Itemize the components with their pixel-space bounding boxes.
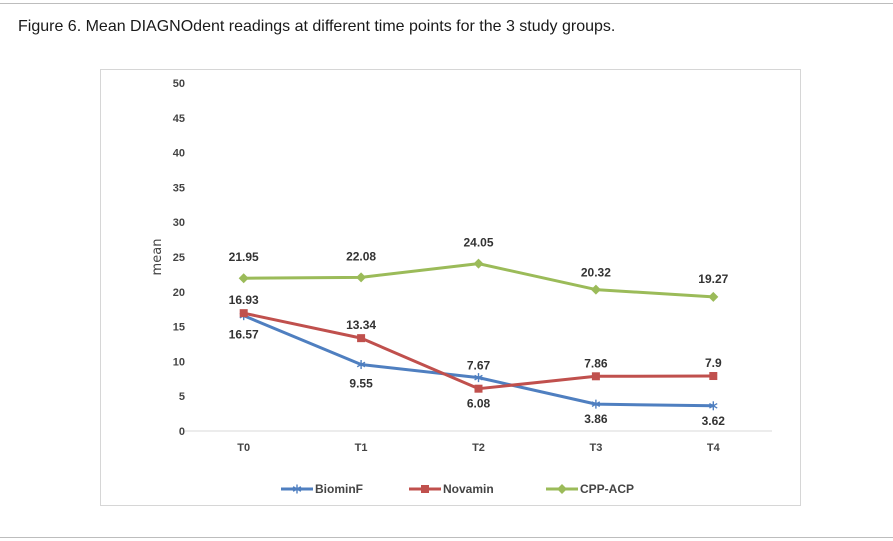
data-label-novamin: 16.93 — [229, 293, 259, 307]
x-tick-label: T3 — [589, 442, 602, 454]
data-label-novamin: 7.9 — [705, 356, 722, 370]
data-point-cpp-acp — [238, 273, 249, 284]
data-label-cpp-acp: 21.95 — [229, 250, 259, 264]
data-point-novamin — [591, 372, 600, 381]
y-tick-label: 0 — [179, 426, 185, 438]
data-label-biominf: 3.62 — [702, 414, 726, 428]
y-tick-label: 20 — [173, 287, 185, 299]
data-point-cpp-acp — [590, 284, 601, 295]
legend-marker-biominf — [292, 484, 302, 494]
x-tick-label: T0 — [237, 442, 250, 454]
data-point-biominf — [474, 373, 483, 383]
y-tick-label: 40 — [173, 148, 185, 160]
data-point-biominf — [591, 399, 601, 409]
legend-label-biominf: BiominF — [315, 482, 363, 496]
data-point-cpp-acp — [356, 272, 367, 283]
data-label-novamin: 6.08 — [467, 397, 491, 411]
y-tick-label: 45 — [173, 113, 185, 125]
data-point-novamin — [474, 384, 483, 393]
legend-marker-novamin — [421, 485, 429, 493]
y-tick-label: 25 — [173, 252, 185, 264]
x-tick-label: T2 — [472, 442, 485, 454]
y-tick-label: 35 — [173, 182, 185, 194]
y-axis-title: mean — [150, 239, 165, 276]
y-tick-label: 5 — [179, 391, 185, 403]
legend-label-novamin: Novamin — [443, 482, 494, 496]
x-tick-label: T4 — [707, 442, 721, 454]
line-chart: 0 5 10 15 20 25 30 35 40 45 50 mean T0 T1 T2 T3 T4 16.57 9… — [150, 78, 772, 496]
data-point-novamin — [239, 309, 248, 318]
data-label-biominf: 7.67 — [467, 359, 491, 373]
y-tick-label: 30 — [173, 217, 185, 229]
legend-label-cpp-acp: CPP-ACP — [580, 482, 634, 496]
x-tick-label: T1 — [355, 442, 368, 454]
data-point-biominf — [709, 401, 718, 411]
data-point-cpp-acp — [708, 291, 719, 302]
data-label-biominf: 3.86 — [584, 412, 608, 426]
top-divider — [0, 3, 893, 4]
legend-marker-cpp-acp — [557, 484, 567, 494]
y-tick-label: 10 — [173, 356, 185, 368]
data-label-cpp-acp: 19.27 — [698, 272, 728, 286]
data-label-cpp-acp: 24.05 — [463, 236, 493, 250]
data-point-biominf — [356, 360, 366, 370]
bottom-divider — [0, 537, 893, 538]
data-label-biominf: 9.55 — [349, 377, 373, 391]
chart-frame: 0 5 10 15 20 25 30 35 40 45 50 mean T0 T1 T2 T3 T4 16.57 9… — [100, 69, 801, 506]
figure-caption: Figure 6. Mean DIAGNOdent readings at di… — [18, 18, 616, 35]
y-tick-label: 50 — [173, 78, 185, 90]
data-label-cpp-acp: 22.08 — [346, 249, 376, 263]
data-label-novamin: 13.34 — [346, 318, 376, 332]
data-point-novamin — [709, 372, 718, 381]
data-point-cpp-acp — [473, 258, 484, 269]
data-label-cpp-acp: 20.32 — [581, 266, 611, 280]
data-label-novamin: 7.86 — [584, 356, 608, 370]
y-tick-label: 15 — [173, 322, 185, 334]
data-point-novamin — [357, 334, 366, 343]
data-label-biominf: 16.57 — [229, 328, 259, 342]
